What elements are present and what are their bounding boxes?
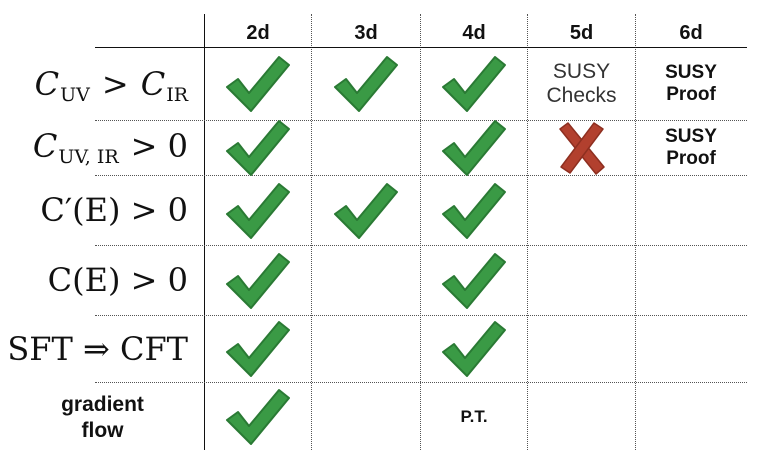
empty-cell-5d [528, 176, 635, 245]
column-header-3d: 3d [354, 22, 378, 44]
row-label-sft-implies-cft: SFT ⇒ CFT [7, 329, 188, 368]
check-icon [421, 246, 527, 315]
cell-text-line: Proof [666, 84, 716, 105]
check-icon [421, 48, 527, 120]
row-label-c-uv-gt-c-ir: CUV > CIR [34, 64, 188, 106]
check-icon [205, 176, 311, 245]
cell-text-line: SUSY [665, 126, 717, 148]
cell-text-line: P.T. [460, 406, 488, 426]
column-header-2d: 2d [246, 22, 270, 44]
cell-text-line: SUSY [665, 62, 717, 84]
check-icon [205, 120, 311, 176]
header-divider [95, 47, 747, 48]
cross-icon [528, 121, 635, 175]
check-icon [312, 48, 420, 120]
empty-cell-3d [312, 316, 420, 382]
cell-text-line: Checks [546, 84, 617, 107]
row-divider [95, 120, 747, 121]
row-divider [95, 245, 747, 246]
cell-text: SUSY Proof [636, 121, 746, 175]
row-label-c-prime-e-gt-0: C′(E) > 0 [40, 191, 188, 229]
column-header-5d: 5d [569, 22, 594, 44]
row-label-divider [204, 14, 205, 450]
empty-cell-6d [636, 316, 746, 382]
column-header-4d: 4d [462, 22, 486, 44]
row-divider [95, 382, 747, 383]
cell-text: SUSY Checks [528, 48, 635, 120]
cell-text-line: Proof [666, 148, 716, 169]
cell-text: SUSY Proof [636, 48, 746, 120]
column-divider [420, 14, 421, 450]
check-icon [421, 120, 527, 176]
check-icon [205, 48, 311, 120]
column-divider [527, 14, 528, 450]
column-divider [635, 14, 636, 450]
empty-cell-6d [636, 383, 746, 450]
check-icon [312, 176, 420, 245]
check-icon [421, 316, 527, 382]
cell-text-line: SUSY [552, 59, 611, 83]
empty-cell-5d [528, 246, 635, 315]
check-icon [205, 246, 311, 315]
check-icon [205, 316, 311, 382]
empty-cell-3d [312, 121, 420, 175]
empty-cell-3d [312, 246, 420, 315]
row-label-gradient-flow: gradient flow [61, 393, 144, 442]
row-label-c-uv-ir-gt-0: CUV, IR > 0 [32, 127, 188, 168]
cell-text: P.T. [421, 383, 527, 450]
row-divider [95, 175, 747, 176]
empty-cell-5d [528, 383, 635, 450]
row-label-c-e-gt-0: C(E) > 0 [47, 261, 188, 299]
empty-cell-6d [636, 176, 746, 245]
empty-cell-3d [312, 383, 420, 450]
row-divider [95, 315, 747, 316]
column-divider [311, 14, 312, 450]
empty-cell-5d [528, 316, 635, 382]
empty-cell-6d [636, 246, 746, 315]
column-header-6d: 6d [679, 22, 703, 44]
check-icon [421, 176, 527, 245]
check-icon [205, 383, 311, 450]
